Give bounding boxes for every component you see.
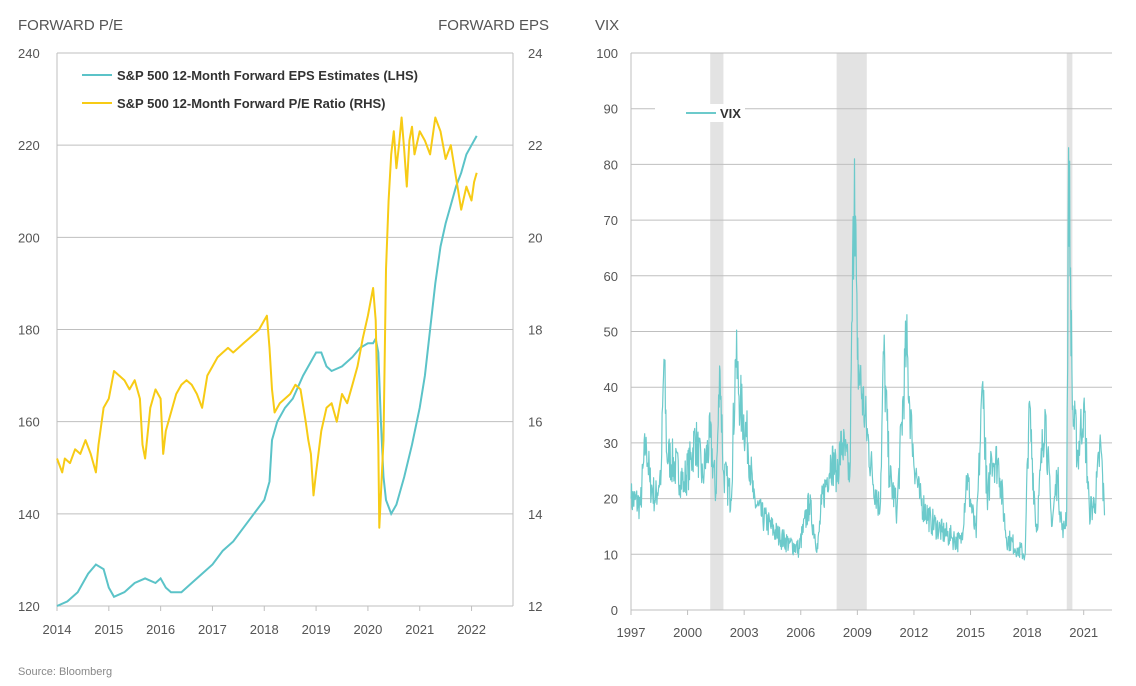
left-y-axis-title: FORWARD P/E (18, 17, 123, 34)
vix-chart-gridlines (630, 52, 1112, 611)
vix-x-tick-label: 2006 (786, 625, 815, 640)
y-tick-label-right: 18 (528, 323, 542, 338)
left-x-ticks: 2014 2015 2016 2017 2018 2019 2020 2021 2022 (43, 606, 486, 637)
vix-y-tick-label: 40 (604, 380, 618, 395)
series-vix-line (630, 147, 1106, 561)
left-chart-gridlines (56, 52, 514, 607)
vix-x-tick-label: 2018 (1013, 625, 1042, 640)
y-tick-label-left: 200 (18, 230, 40, 245)
right-y-ticks: 12 14 16 18 20 22 24 (528, 46, 542, 614)
vix-y-tick-label: 50 (604, 325, 618, 340)
left-chart: FORWARD P/E FORWARD EPS 120 140 160 180 200 2… (18, 17, 549, 637)
vix-x-tick-label: 2012 (899, 625, 928, 640)
x-tick-label: 2015 (94, 622, 123, 637)
vix-x-tick-label: 2003 (730, 625, 759, 640)
y-tick-label-left: 140 (18, 507, 40, 522)
left-chart-legend: S&P 500 12-Month Forward EPS Estimates (… (82, 68, 418, 111)
y-tick-label-right: 14 (528, 507, 542, 522)
x-tick-label: 2016 (146, 622, 175, 637)
x-tick-label: 2020 (353, 622, 382, 637)
y-tick-label-left: 120 (18, 599, 40, 614)
vix-x-tick-label: 2015 (956, 625, 985, 640)
x-tick-label: 2021 (405, 622, 434, 637)
vix-y-tick-label: 60 (604, 269, 618, 284)
y-tick-label-left: 160 (18, 415, 40, 430)
y-tick-label-left: 180 (18, 323, 40, 338)
y-tick-label-right: 22 (528, 138, 542, 153)
vix-legend: VIX (655, 104, 745, 122)
x-tick-label: 2018 (250, 622, 279, 637)
left-y-ticks: 120 140 160 180 200 220 240 (18, 46, 40, 614)
vix-y-tick-label: 100 (596, 46, 618, 61)
vix-y-ticks: 0 10 20 30 40 50 60 70 80 90 100 (596, 46, 618, 618)
vix-series (630, 147, 1106, 561)
vix-x-tick-label: 2021 (1069, 625, 1098, 640)
vix-x-tick-label: 2000 (673, 625, 702, 640)
vix-y-tick-label: 30 (604, 436, 618, 451)
vix-y-tick-label: 90 (604, 102, 618, 117)
legend-eps-label: S&P 500 12-Month Forward EPS Estimates (… (117, 68, 418, 83)
right-chart: VIX 0 10 20 30 40 50 60 70 80 90 100 1997 2000 2003 2… (595, 17, 1112, 640)
vix-x-tick-label: 1997 (617, 625, 646, 640)
legend-vix-label: VIX (720, 106, 741, 121)
left-chart-series (56, 116, 478, 607)
x-tick-label: 2017 (198, 622, 227, 637)
y-tick-label-right: 20 (528, 230, 542, 245)
vix-y-axis-title: VIX (595, 17, 619, 34)
vix-x-ticks: 1997 2000 2003 2006 2009 2012 2015 2018 2021 (617, 610, 1098, 640)
vix-y-tick-label: 70 (604, 213, 618, 228)
vix-y-tick-label: 20 (604, 492, 618, 507)
y-tick-label-left: 220 (18, 138, 40, 153)
x-tick-label: 2019 (302, 622, 331, 637)
y-tick-label-right: 16 (528, 415, 542, 430)
y-tick-label-right: 12 (528, 599, 542, 614)
y-tick-label-right: 24 (528, 46, 542, 61)
x-tick-label: 2014 (43, 622, 72, 637)
x-tick-label: 2022 (457, 622, 486, 637)
series-eps-line (56, 135, 478, 607)
vix-y-tick-label: 0 (611, 603, 618, 618)
vix-y-tick-label: 10 (604, 547, 618, 562)
right-y-axis-title: FORWARD EPS (438, 17, 549, 34)
y-tick-label-left: 240 (18, 46, 40, 61)
series-pe-line (56, 116, 478, 529)
legend-pe-label: S&P 500 12-Month Forward P/E Ratio (RHS) (117, 96, 385, 111)
vix-x-tick-label: 2009 (843, 625, 872, 640)
source-note: Source: Bloomberg (18, 666, 113, 678)
vix-y-tick-label: 80 (604, 157, 618, 172)
